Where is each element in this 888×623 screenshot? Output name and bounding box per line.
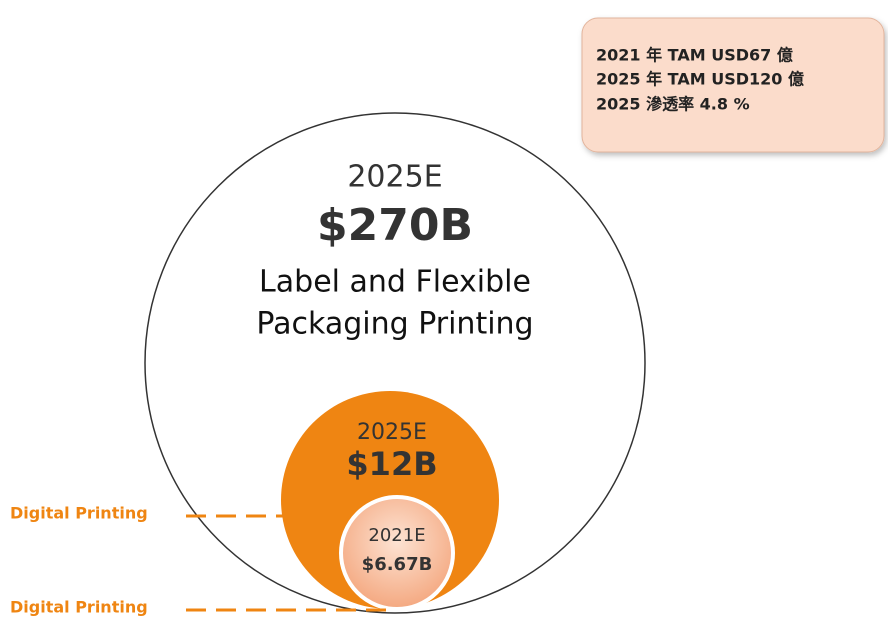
middle-year: 2025E bbox=[357, 420, 427, 445]
outer-circle bbox=[144, 112, 646, 614]
outer-year: 2025E bbox=[347, 160, 442, 195]
info-line: 2025 年 TAM USD120 億 bbox=[596, 70, 804, 89]
outer-label: Packaging Printing bbox=[256, 307, 533, 342]
info-line: 2021 年 TAM USD67 億 bbox=[596, 46, 793, 65]
outer-value: $270B bbox=[317, 200, 473, 251]
outer-label: Label and Flexible bbox=[259, 265, 531, 300]
callout-label: Digital Printing bbox=[10, 504, 148, 523]
inner-value: $6.67B bbox=[362, 554, 433, 575]
callout-label: Digital Printing bbox=[10, 598, 148, 617]
inner-circle bbox=[339, 495, 455, 611]
inner-year: 2021E bbox=[368, 525, 425, 546]
info-line: 2025 滲透率 4.8 % bbox=[596, 95, 750, 114]
info-lines: 2021 年 TAM USD67 億 2025 年 TAM USD120 億 2… bbox=[596, 46, 804, 114]
middle-value: $12B bbox=[346, 445, 437, 483]
info-box bbox=[581, 17, 885, 153]
